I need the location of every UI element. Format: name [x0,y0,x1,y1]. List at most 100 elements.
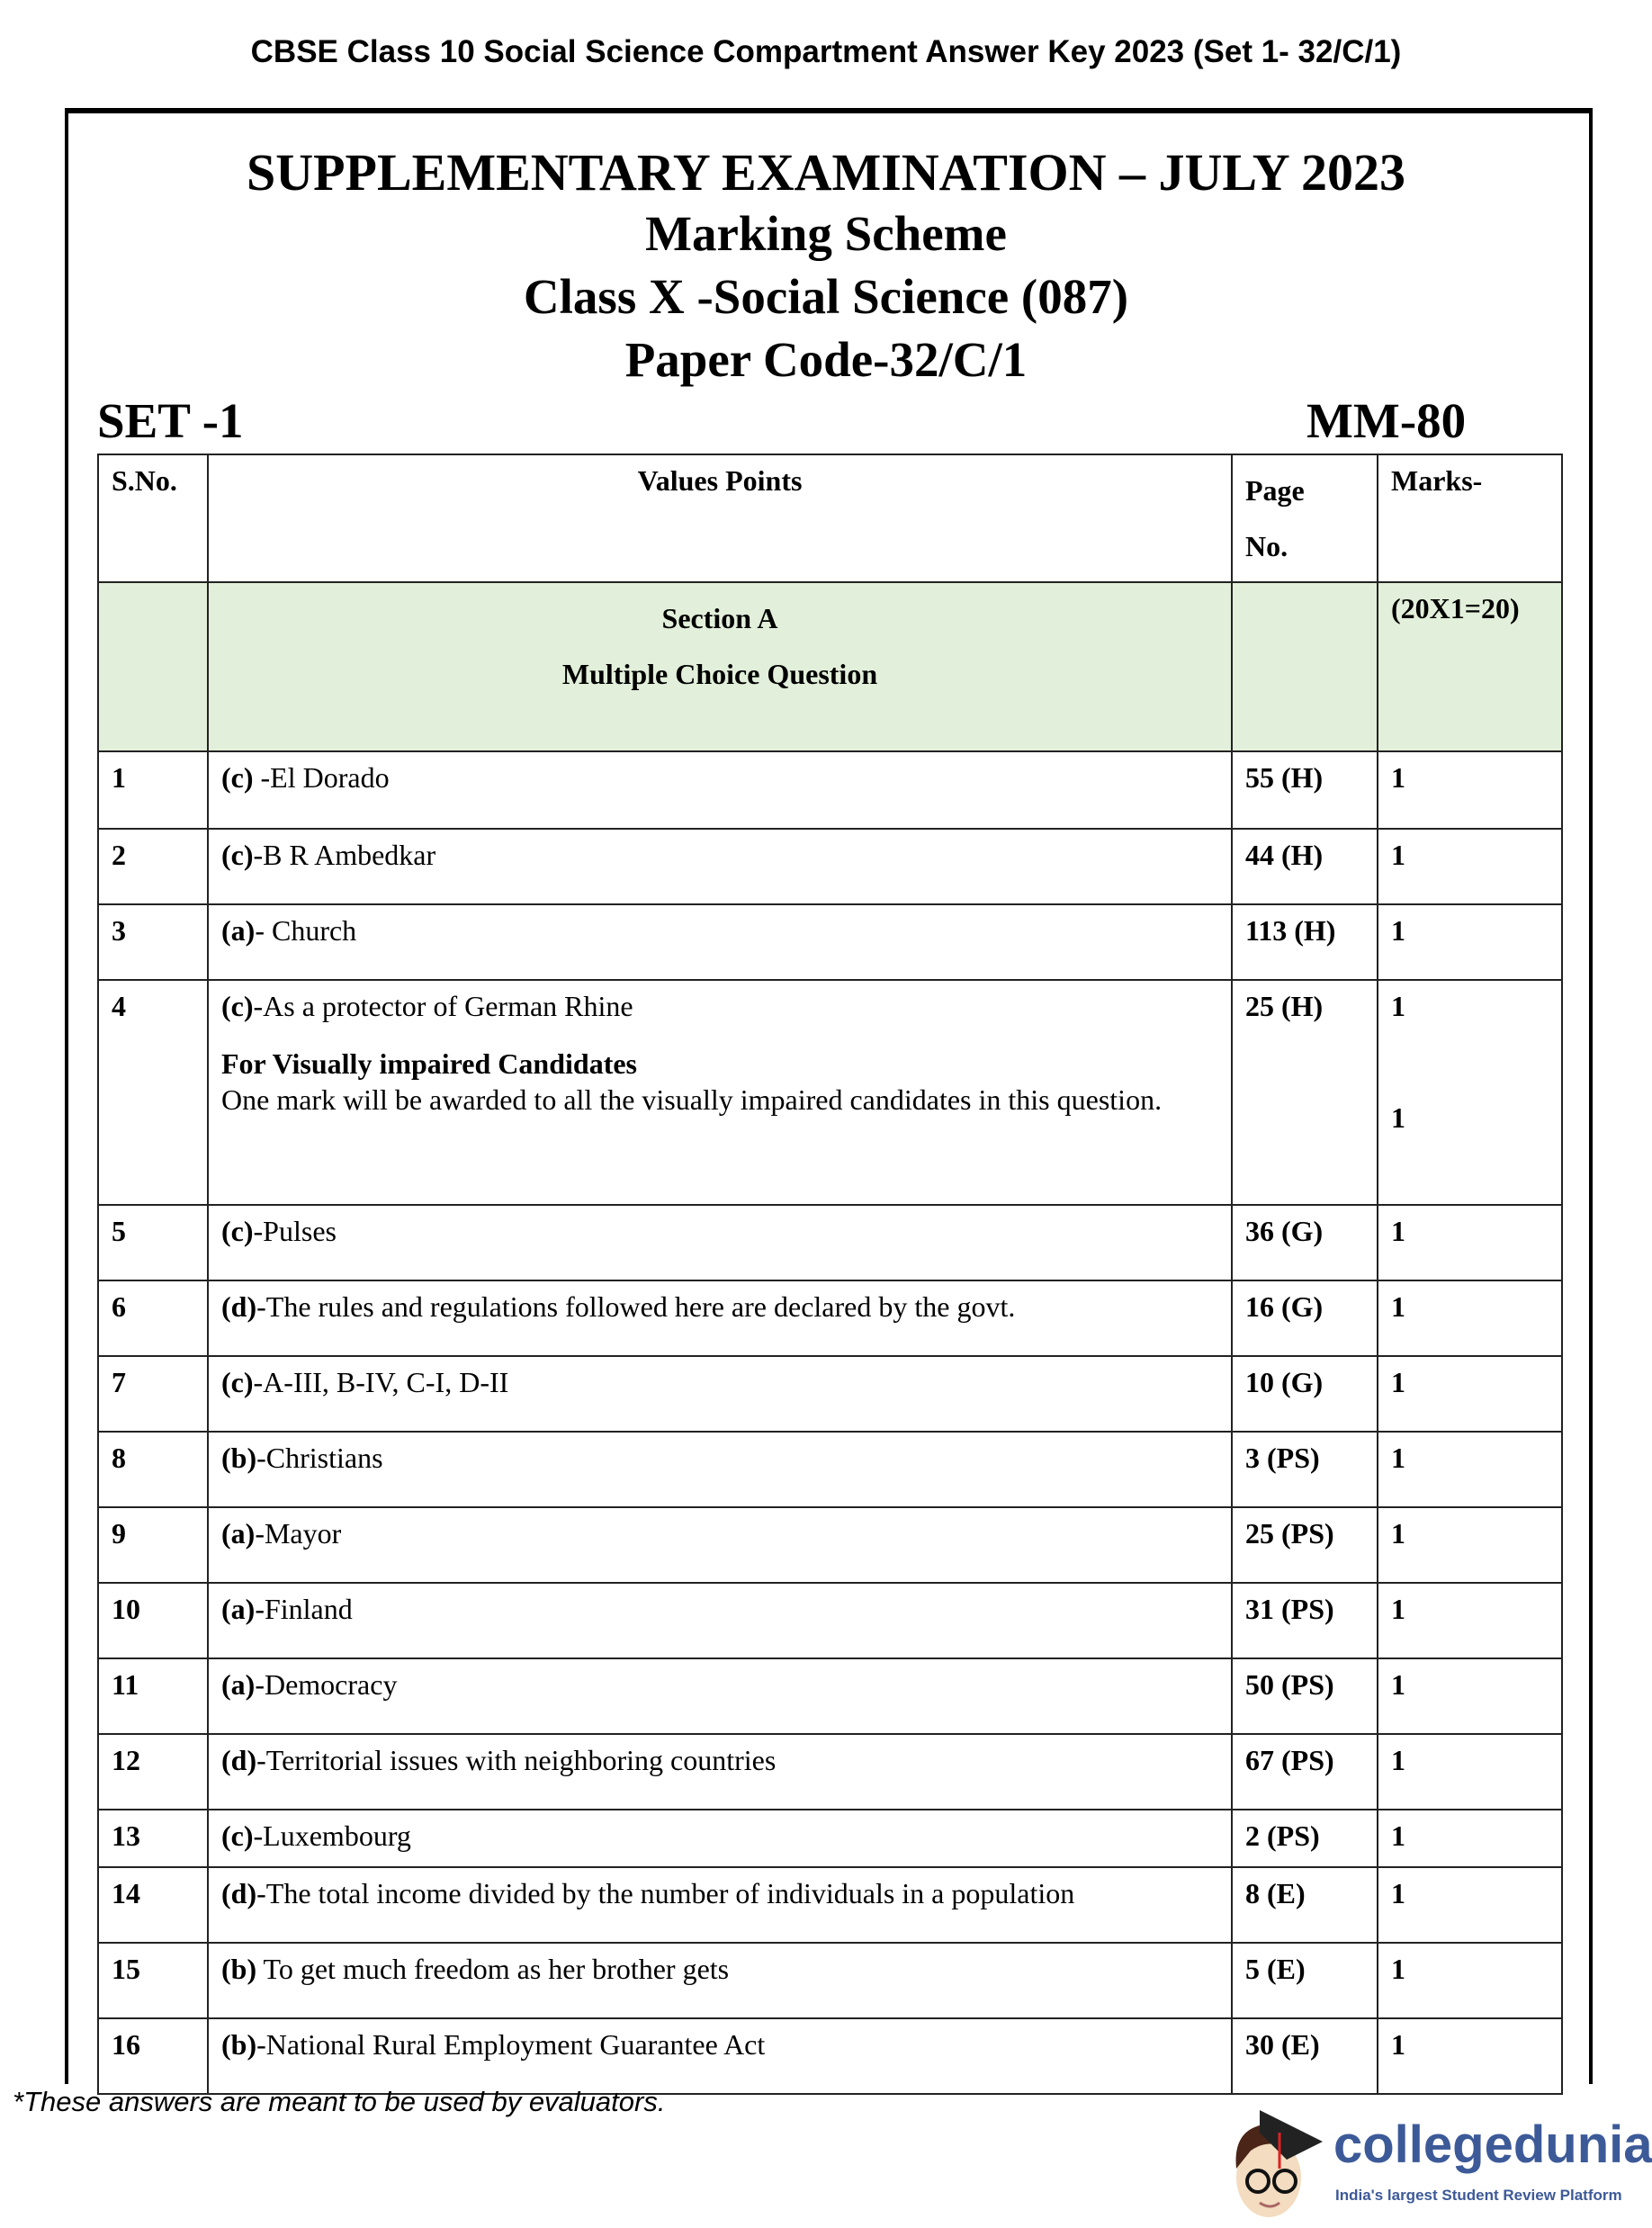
answer-text: -A-III, B-IV, C-I, D-II [253,1366,509,1398]
answer-text: -Territorial issues with neighboring cou… [256,1744,777,1776]
table-row: 1 (c) -El Dorado 55 (H) 1 [97,750,1563,830]
set-label: SET -1 [97,393,244,448]
row-marks-value: 1 [1391,1819,1405,1852]
table-row: 15 (b) To get much freedom as her brother… [97,1942,1563,2019]
row-answer: (b) To get much freedom as her brother g… [207,1942,1233,2019]
row-answer: (b)-Christians [207,1431,1233,1508]
row-marks-value: 1 [1391,1744,1405,1776]
table-row: 6 (d)-The rules and regulations followed … [97,1280,1563,1357]
answer-text: -Luxembourg [253,1819,411,1852]
scheme-heading: Marking Scheme [645,206,1007,261]
row-marks-value: 1 [1391,1442,1405,1474]
answer-option: (c) [221,839,254,871]
row-answer: (c)-As a protector of German Rhine For Vi… [207,979,1233,1206]
row-marks-value: 1 [1391,1517,1405,1550]
row-sno: 15 [97,1942,209,2019]
row-page: 8 (E) [1231,1866,1378,1944]
row-marks-value: 1 [1391,1290,1405,1323]
row-page: 25 (PS) [1231,1506,1378,1584]
paper-code-heading: Paper Code-32/C/1 [624,332,1028,387]
row-marks: 1 [1377,828,1563,905]
row-sno: 4 [97,979,209,1206]
row-answer: (a)-Finland [207,1582,1233,1659]
page-title: CBSE Class 10 Social Science Compartment… [250,34,1402,69]
row-sno: 13 [97,1809,209,1868]
row-page: 67 (PS) [1231,1733,1378,1810]
row-page: 16 (G) [1231,1280,1378,1357]
answer-option: (b) [221,1442,257,1474]
table-row: 11 (a)-Democracy 50 (PS) 1 [97,1658,1563,1735]
row-marks: 1 [1377,1280,1563,1357]
row-page: 36 (G) [1231,1204,1378,1281]
answer-table: S.No. Values Points Page No. Marks- Secti… [97,454,1563,2095]
table-row: 16 (b)-National Rural Employment Guarante… [97,2017,1563,2095]
answer-option: (c) [221,761,254,794]
row-sno: 10 [97,1582,209,1659]
answer-option: (b) [221,1953,257,1985]
answer-text: -The total income divided by the number … [256,1877,1075,1909]
row-marks: 1 [1377,903,1563,981]
row-page: 5 (E) [1231,1942,1378,2019]
row-marks-value: 1 [1391,839,1405,871]
answer-option: (a) [221,1593,256,1625]
row-sno: 2 [97,828,209,905]
footnote: *These answers are meant to be used by e… [13,2086,666,2117]
header-values: Values Points [207,454,1233,583]
row-marks: 1 [1377,1431,1563,1508]
row-answer: (a)-Mayor [207,1506,1233,1584]
answer-text: -El Dorado [253,761,390,794]
class-heading: Class X -Social Science (087) [523,269,1129,324]
table-row: 4 (c)-As a protector of German Rhine For V… [97,979,1563,1206]
row-sno: 11 [97,1658,209,1735]
answer-text: -Christians [256,1442,383,1474]
table-row: 13 (c)-Luxembourg 2 (PS) 1 [97,1809,1563,1868]
section-subtitle: Multiple Choice Question [561,658,878,690]
answer-option: (c) [221,990,254,1022]
exam-heading: SUPPLEMENTARY EXAMINATION – JULY 2023 [246,143,1405,202]
answer-text: -Democracy [255,1668,398,1701]
logo-tagline: India's largest Student Review Platform [1335,2187,1622,2204]
row-sno: 5 [97,1204,209,1281]
row-marks-value: 1 [1391,1668,1405,1701]
row-answer: (c)-Luxembourg [207,1809,1233,1868]
row-sno: 3 [97,903,209,981]
row-marks-value: 1 [1391,990,1405,1022]
table-row: 14 (d)-The total income divided by the nu… [97,1866,1563,1944]
section-row: Section A Multiple Choice Question (20X1=… [97,581,1563,752]
answer-text: -National Rural Employment Guarantee Act [256,2028,766,2061]
row-marks: 1 [1377,2017,1563,2095]
row-sno: 16 [97,2017,209,2095]
row-sno: 12 [97,1733,209,1810]
answer-option: (c) [221,1819,254,1852]
answer-option: (d) [221,1877,257,1909]
answer-option: (a) [221,914,256,947]
table-row: 12 (d)-Territorial issues with neighborin… [97,1733,1563,1810]
row-answer: (b)-National Rural Employment Guarantee … [207,2017,1233,2095]
answer-text: -B R Ambedkar [253,839,436,871]
row-answer: (d)-Territorial issues with neighboring … [207,1733,1233,1810]
answer-text: -Finland [255,1593,353,1625]
header-marks: Marks- [1377,454,1563,583]
row-page: 30 (E) [1231,2017,1378,2095]
answer-option: (d) [221,1744,257,1776]
row-page: 50 (PS) [1231,1658,1378,1735]
row-answer: (d)-The rules and regulations followed h… [207,1280,1233,1357]
answer-text: -The rules and regulations followed here… [256,1290,1016,1323]
row-marks-value: 1 [1391,1366,1405,1398]
answer-text: - Church [255,914,357,947]
row-marks-value: 1 [1391,914,1405,947]
table-row: 10 (a)-Finland 31 (PS) 1 [97,1582,1563,1659]
row-page: 55 (H) [1231,750,1378,830]
row-sno: 14 [97,1866,209,1944]
answer-text: -Mayor [255,1517,342,1550]
row-marks: 1 [1377,1204,1563,1281]
header-page-line1: Page [1245,474,1305,507]
header-sno: S.No. [97,454,209,583]
row-answer: (d)-The total income divided by the numb… [207,1866,1233,1944]
row-marks-value: 1 [1391,1877,1405,1909]
table-row: 7 (c)-A-III, B-IV, C-I, D-II 10 (G) 1 [97,1355,1563,1433]
row-page: 2 (PS) [1231,1809,1378,1868]
section-page-cell [1231,581,1378,752]
